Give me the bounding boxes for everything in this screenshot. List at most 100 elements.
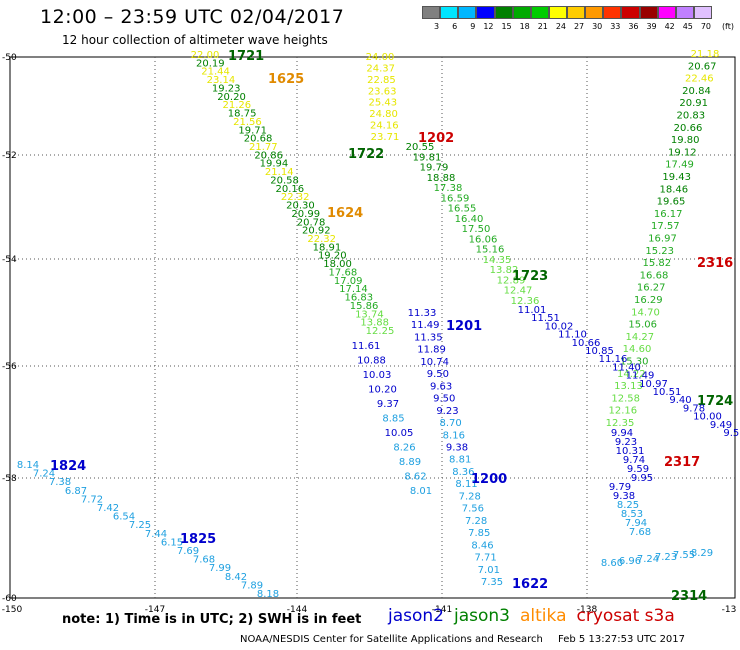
- pass-time-label: 1723: [512, 269, 548, 284]
- wave-height-label: 18.88: [427, 173, 456, 184]
- wave-height-label: 9.78: [683, 403, 705, 414]
- wave-height-label: 17.57: [651, 221, 680, 232]
- wave-height-label: 22.00: [191, 50, 220, 61]
- color-scale-label: 21: [537, 22, 548, 31]
- longitude-tick-label: -150: [2, 605, 23, 615]
- color-scale-label: 45: [682, 22, 693, 31]
- wave-height-label: 6.96: [619, 556, 641, 567]
- wave-height-label: 11.35: [414, 332, 443, 343]
- color-swatch: [621, 6, 640, 19]
- wave-height-label: 9.23: [615, 437, 637, 448]
- wave-height-label: 19.12: [668, 147, 697, 158]
- wave-height-label: 22.85: [367, 75, 396, 86]
- pass-time-label: 1624: [327, 206, 363, 221]
- wave-height-label: 8.25: [617, 500, 639, 511]
- footnote: note: 1) Time is in UTC; 2) SWH is in fe…: [62, 612, 362, 627]
- wave-height-label: 17.14: [339, 284, 368, 295]
- wave-height-label: 6.54: [113, 512, 135, 523]
- wave-height-label: 16.29: [634, 295, 663, 306]
- wave-height-label: 9.50: [433, 394, 455, 405]
- wave-height-label: 19.81: [413, 152, 442, 163]
- wave-height-label: 10.74: [420, 357, 449, 368]
- longitude-tick-label: -141: [432, 605, 452, 615]
- color-scale-label: 24: [555, 22, 566, 31]
- color-swatch: [422, 6, 441, 19]
- color-swatch: [675, 6, 694, 19]
- wave-height-label: 23.71: [371, 132, 400, 143]
- color-swatch: [639, 6, 658, 19]
- wave-height-label: 18.46: [660, 184, 689, 195]
- pass-time-label: 2314: [671, 589, 707, 604]
- wave-height-label: 21.44: [201, 67, 230, 78]
- wave-height-label: 9.94: [611, 428, 633, 439]
- wave-height-label: 9.23: [436, 406, 458, 417]
- wave-height-label: 23.63: [368, 86, 397, 97]
- color-scale-swatches: [422, 6, 712, 19]
- pass-time-label: 1721: [228, 49, 264, 64]
- color-scale-label: 36: [628, 22, 639, 31]
- wave-height-label: 20.66: [674, 123, 703, 134]
- wave-height-label: 19.43: [662, 172, 691, 183]
- pass-time-label: 2317: [664, 455, 700, 470]
- wave-height-label: 23.14: [207, 75, 236, 86]
- wave-height-label: 11.40: [612, 362, 641, 373]
- wave-height-label: 13.13: [614, 381, 643, 392]
- pass-time-label: 1622: [512, 577, 548, 592]
- wave-height-label: 16.17: [654, 209, 683, 220]
- wave-height-label: 7.69: [177, 546, 199, 557]
- latitude-tick-label: -54: [2, 255, 17, 265]
- wave-height-label: 10.05: [385, 428, 414, 439]
- wave-height-label: 8.42: [225, 572, 247, 583]
- wave-height-label: 20.83: [677, 111, 706, 122]
- wave-height-label: 7.56: [462, 504, 484, 515]
- wave-height-label: 7.28: [459, 491, 481, 502]
- wave-height-label: 14.27: [626, 332, 655, 343]
- color-scale-label: 18: [519, 22, 530, 31]
- color-swatch: [530, 6, 549, 19]
- color-swatch: [603, 6, 622, 19]
- wave-height-label: 20.16: [276, 184, 305, 195]
- wave-height-label: 22.32: [281, 192, 310, 203]
- wave-height-label: 10.00: [693, 412, 722, 423]
- wave-height-label: 11.49: [626, 371, 655, 382]
- wave-height-label: 19.79: [420, 163, 449, 174]
- color-scale-label: 3: [434, 22, 440, 31]
- wave-height-label: 7.94: [625, 518, 647, 529]
- pass-time-label: 1200: [471, 472, 507, 487]
- wave-height-label: 21.18: [691, 49, 720, 60]
- wave-height-label: 7.55: [673, 550, 695, 561]
- wave-height-label: 7.01: [478, 565, 500, 576]
- wave-height-label: 6.87: [65, 486, 87, 497]
- color-scale-label: 70: [700, 22, 711, 31]
- wave-height-label: 18.00: [323, 259, 352, 270]
- wave-height-label: 19.23: [212, 83, 241, 94]
- color-swatch: [512, 6, 531, 19]
- color-scale-label: 12: [483, 22, 494, 31]
- wave-height-label: 20.78: [297, 217, 326, 228]
- wave-height-label: 10.88: [357, 356, 386, 367]
- wave-height-label: 14.70: [631, 307, 660, 318]
- color-swatch: [657, 6, 676, 19]
- generated-timestamp: Feb 5 13:27:53 UTC 2017: [558, 634, 686, 645]
- wave-height-label: 16.97: [648, 234, 677, 245]
- wave-height-label: 6.15: [161, 537, 183, 548]
- color-scale-label: 15: [501, 22, 512, 31]
- wave-height-label: 17.38: [434, 183, 463, 194]
- wave-height-label: 7.25: [129, 520, 151, 531]
- color-swatch: [476, 6, 495, 19]
- credit-line: NOAA/NESDIS Center for Satellite Applica…: [240, 634, 685, 645]
- wave-height-label: 9.95: [631, 473, 653, 484]
- wave-height-label: 16.59: [441, 193, 470, 204]
- wave-height-label: 20.30: [286, 201, 315, 212]
- wave-height-label: 10.66: [572, 338, 601, 349]
- wave-height-label: 13.74: [355, 309, 384, 320]
- wave-height-label: 9.38: [446, 443, 468, 454]
- wave-height-label: 7.28: [465, 516, 487, 527]
- wave-height-label: 8.14: [17, 460, 39, 471]
- wave-height-label: 8.70: [440, 418, 462, 429]
- wave-height-label: 22.46: [685, 74, 714, 85]
- wave-height-label: 24.80: [369, 109, 398, 120]
- credit-text: NOAA/NESDIS Center for Satellite Applica…: [240, 634, 543, 645]
- wave-height-label: 7.89: [241, 580, 263, 591]
- wave-height-label: 12.47: [504, 286, 533, 297]
